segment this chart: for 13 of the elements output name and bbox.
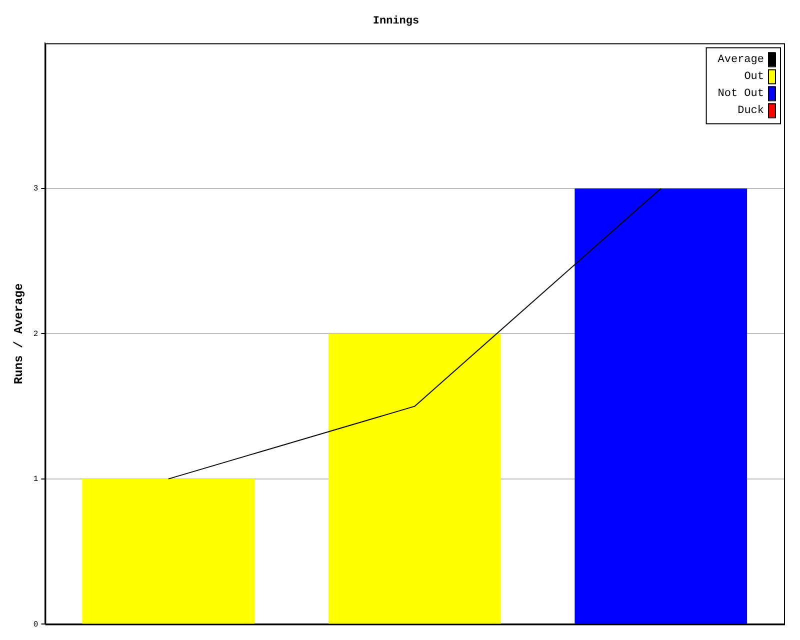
- bar: [82, 478, 255, 624]
- y-tick-label: 3: [33, 184, 38, 194]
- chart-title: Innings: [372, 15, 420, 28]
- y-tick-label: 2: [33, 330, 38, 339]
- bar: [328, 334, 501, 624]
- legend-label: Out: [744, 71, 764, 84]
- y-tick-label: 0: [33, 620, 38, 630]
- legend-label: Duck: [738, 105, 764, 118]
- legend-label: Average: [718, 54, 764, 66]
- y-tick-label: 1: [33, 475, 38, 484]
- y-axis-title: Runs / Average: [12, 283, 26, 384]
- legend-label: Not Out: [718, 88, 764, 100]
- bar: [574, 188, 748, 624]
